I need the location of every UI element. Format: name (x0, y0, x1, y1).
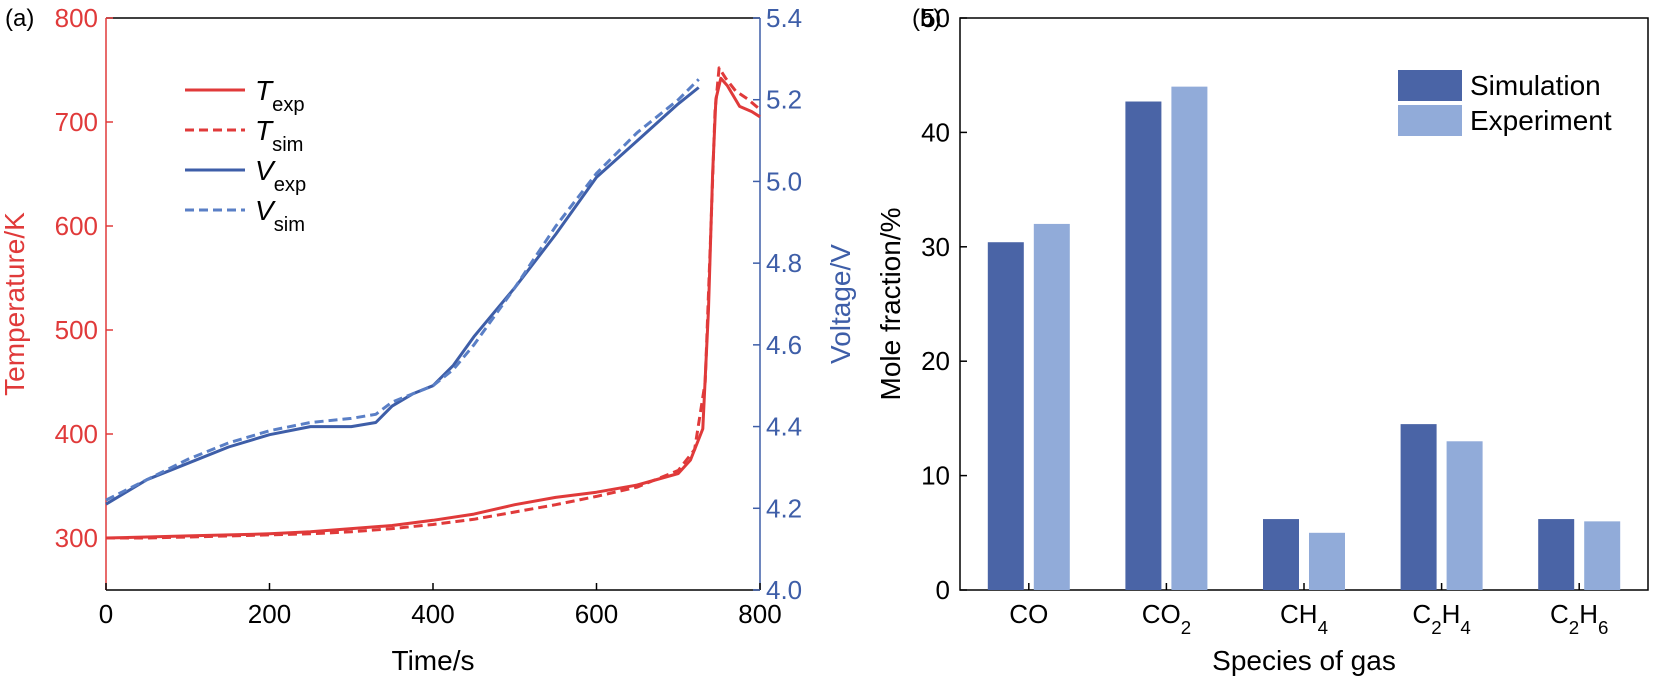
bar-simulation-ch4 (1263, 519, 1299, 590)
right-y-tick-label: 4.2 (766, 493, 802, 523)
y-tick-label: 10 (921, 461, 950, 491)
x-tick-label: 600 (575, 599, 618, 629)
left-y-tick-label: 700 (55, 107, 98, 137)
x-tick-label: CH4 (1280, 599, 1328, 638)
panel-a-line-chart: 0 200 400 600 8003004005006007008004.04.24.4… (0, 3, 856, 676)
series-Tsim-line (106, 66, 761, 540)
bar-experiment-co (1033, 223, 1070, 591)
legend-swatch (1398, 105, 1462, 136)
x-axis-title: Species of gas (1212, 645, 1396, 676)
x-tick-label: 800 (738, 599, 781, 629)
y-tick-label: 30 (921, 232, 950, 262)
bar-simulation-co2 (1125, 101, 1162, 591)
right-y-tick-label: 5.2 (766, 85, 802, 115)
legend-label: Simulation (1470, 70, 1601, 101)
y-tick-label: 50 (921, 3, 950, 33)
bar-simulation-c2h4 (1400, 424, 1437, 590)
y-tick-label: 40 (921, 117, 950, 147)
bar-experiment-ch4 (1309, 532, 1345, 590)
legend-label: Experiment (1470, 105, 1612, 136)
bar-experiment-c2h4 (1446, 441, 1483, 590)
x-tick-label: C2H6 (1550, 599, 1608, 638)
panel-b-bar-chart: 0 10 20 30 40 50 CO CO2 CH4 C2H4 C2H6 Species of ga… (875, 3, 1649, 676)
bar-experiment-c2h6 (1584, 521, 1621, 590)
left-y-axis-title: Temperature/K (0, 212, 30, 396)
right-y-tick-label: 4.0 (766, 575, 802, 605)
left-y-tick-label: 800 (55, 3, 98, 33)
y-tick-label: 0 (936, 575, 950, 605)
x-tick-label: 400 (411, 599, 454, 629)
panel-label: (a) (5, 5, 34, 32)
legend-label: Texp (255, 75, 305, 116)
bar-simulation-c2h6 (1538, 519, 1575, 590)
bar-simulation-co (987, 242, 1024, 590)
right-y-tick-label: 5.4 (766, 3, 802, 33)
legend-label: Vsim (255, 195, 305, 236)
left-y-tick-label: 600 (55, 211, 98, 241)
x-axis-title: Time/s (392, 645, 475, 676)
legend-swatch (1398, 70, 1462, 101)
y-tick-label: 20 (921, 346, 950, 376)
panel-label: (b) (912, 5, 941, 32)
x-tick-label: 200 (248, 599, 291, 629)
x-tick-label: CO (1009, 599, 1048, 629)
right-y-tick-label: 4.4 (766, 412, 802, 442)
x-tick-label: CO2 (1142, 599, 1191, 638)
series-Vexp-line (105, 86, 700, 506)
right-y-axis-title: Voltage/V (825, 244, 856, 364)
x-tick-label: 0 (99, 599, 113, 629)
left-y-tick-label: 400 (55, 419, 98, 449)
y-axis-title: Mole fraction/% (875, 208, 906, 401)
bar-experiment-co2 (1171, 86, 1208, 590)
left-y-tick-label: 300 (55, 523, 98, 553)
legend-label: Tsim (255, 115, 303, 156)
right-y-tick-label: 4.6 (766, 330, 802, 360)
series-Texp-line (105, 76, 761, 540)
legend-label: Vexp (255, 155, 306, 196)
x-tick-label: C2H4 (1412, 599, 1470, 638)
left-y-tick-label: 500 (55, 315, 98, 345)
right-y-tick-label: 5.0 (766, 166, 802, 196)
series-Vsim-line (105, 78, 700, 502)
right-y-tick-label: 4.8 (766, 248, 802, 278)
